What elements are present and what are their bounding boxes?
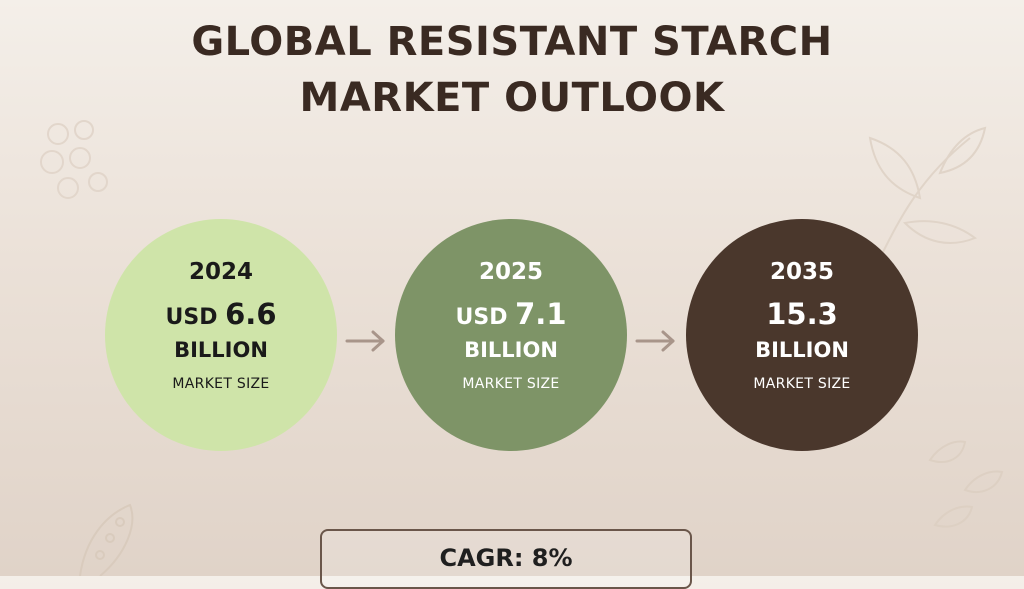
stat-value: 6.6 xyxy=(225,297,277,331)
stat-circle-2025: 2025 USD 7.1 BILLION MARKET SIZE xyxy=(395,219,627,451)
title-line-2: MARKET OUTLOOK xyxy=(299,75,725,121)
stat-value-line: USD 7.1 xyxy=(395,297,627,336)
pod-decoration-icon xyxy=(79,503,134,576)
stat-value-line: USD 6.6 xyxy=(105,297,337,336)
stat-year: 2035 xyxy=(769,259,834,285)
stat-label: MARKET SIZE xyxy=(462,376,560,392)
stat-label: MARKET SIZE xyxy=(753,376,851,392)
stat-circle-2035: 2035 15.3 BILLION MARKET SIZE xyxy=(686,219,918,451)
arrow-right-icon xyxy=(345,330,385,352)
title-line-1: GLOBAL RESISTANT STARCH xyxy=(191,19,833,65)
leaf-decoration-icon xyxy=(868,126,987,259)
stat-unit: BILLION xyxy=(464,338,558,362)
stat-value: 7.1 xyxy=(515,297,567,331)
stat-unit: BILLION xyxy=(174,338,268,362)
arrow-right-icon xyxy=(635,330,675,352)
stat-circle-2024: 2024 USD 6.6 BILLION MARKET SIZE xyxy=(105,219,337,451)
stat-value: 15.3 xyxy=(766,297,838,331)
stat-currency: USD xyxy=(455,305,516,330)
seeds-decoration-icon xyxy=(40,120,108,199)
stat-unit: BILLION xyxy=(755,338,849,362)
page-title: GLOBAL RESISTANT STARCH MARKET OUTLOOK xyxy=(0,14,1024,126)
cagr-box: CAGR: 8% xyxy=(320,529,692,589)
stat-year: 2024 xyxy=(188,259,253,285)
stat-value-line: 15.3 xyxy=(686,297,918,336)
leaf-small-decoration-icon xyxy=(928,440,1004,528)
stat-label: MARKET SIZE xyxy=(172,376,270,392)
stat-year: 2025 xyxy=(478,259,543,285)
cagr-text: CAGR: 8% xyxy=(439,544,573,572)
stat-currency: USD xyxy=(165,305,226,330)
